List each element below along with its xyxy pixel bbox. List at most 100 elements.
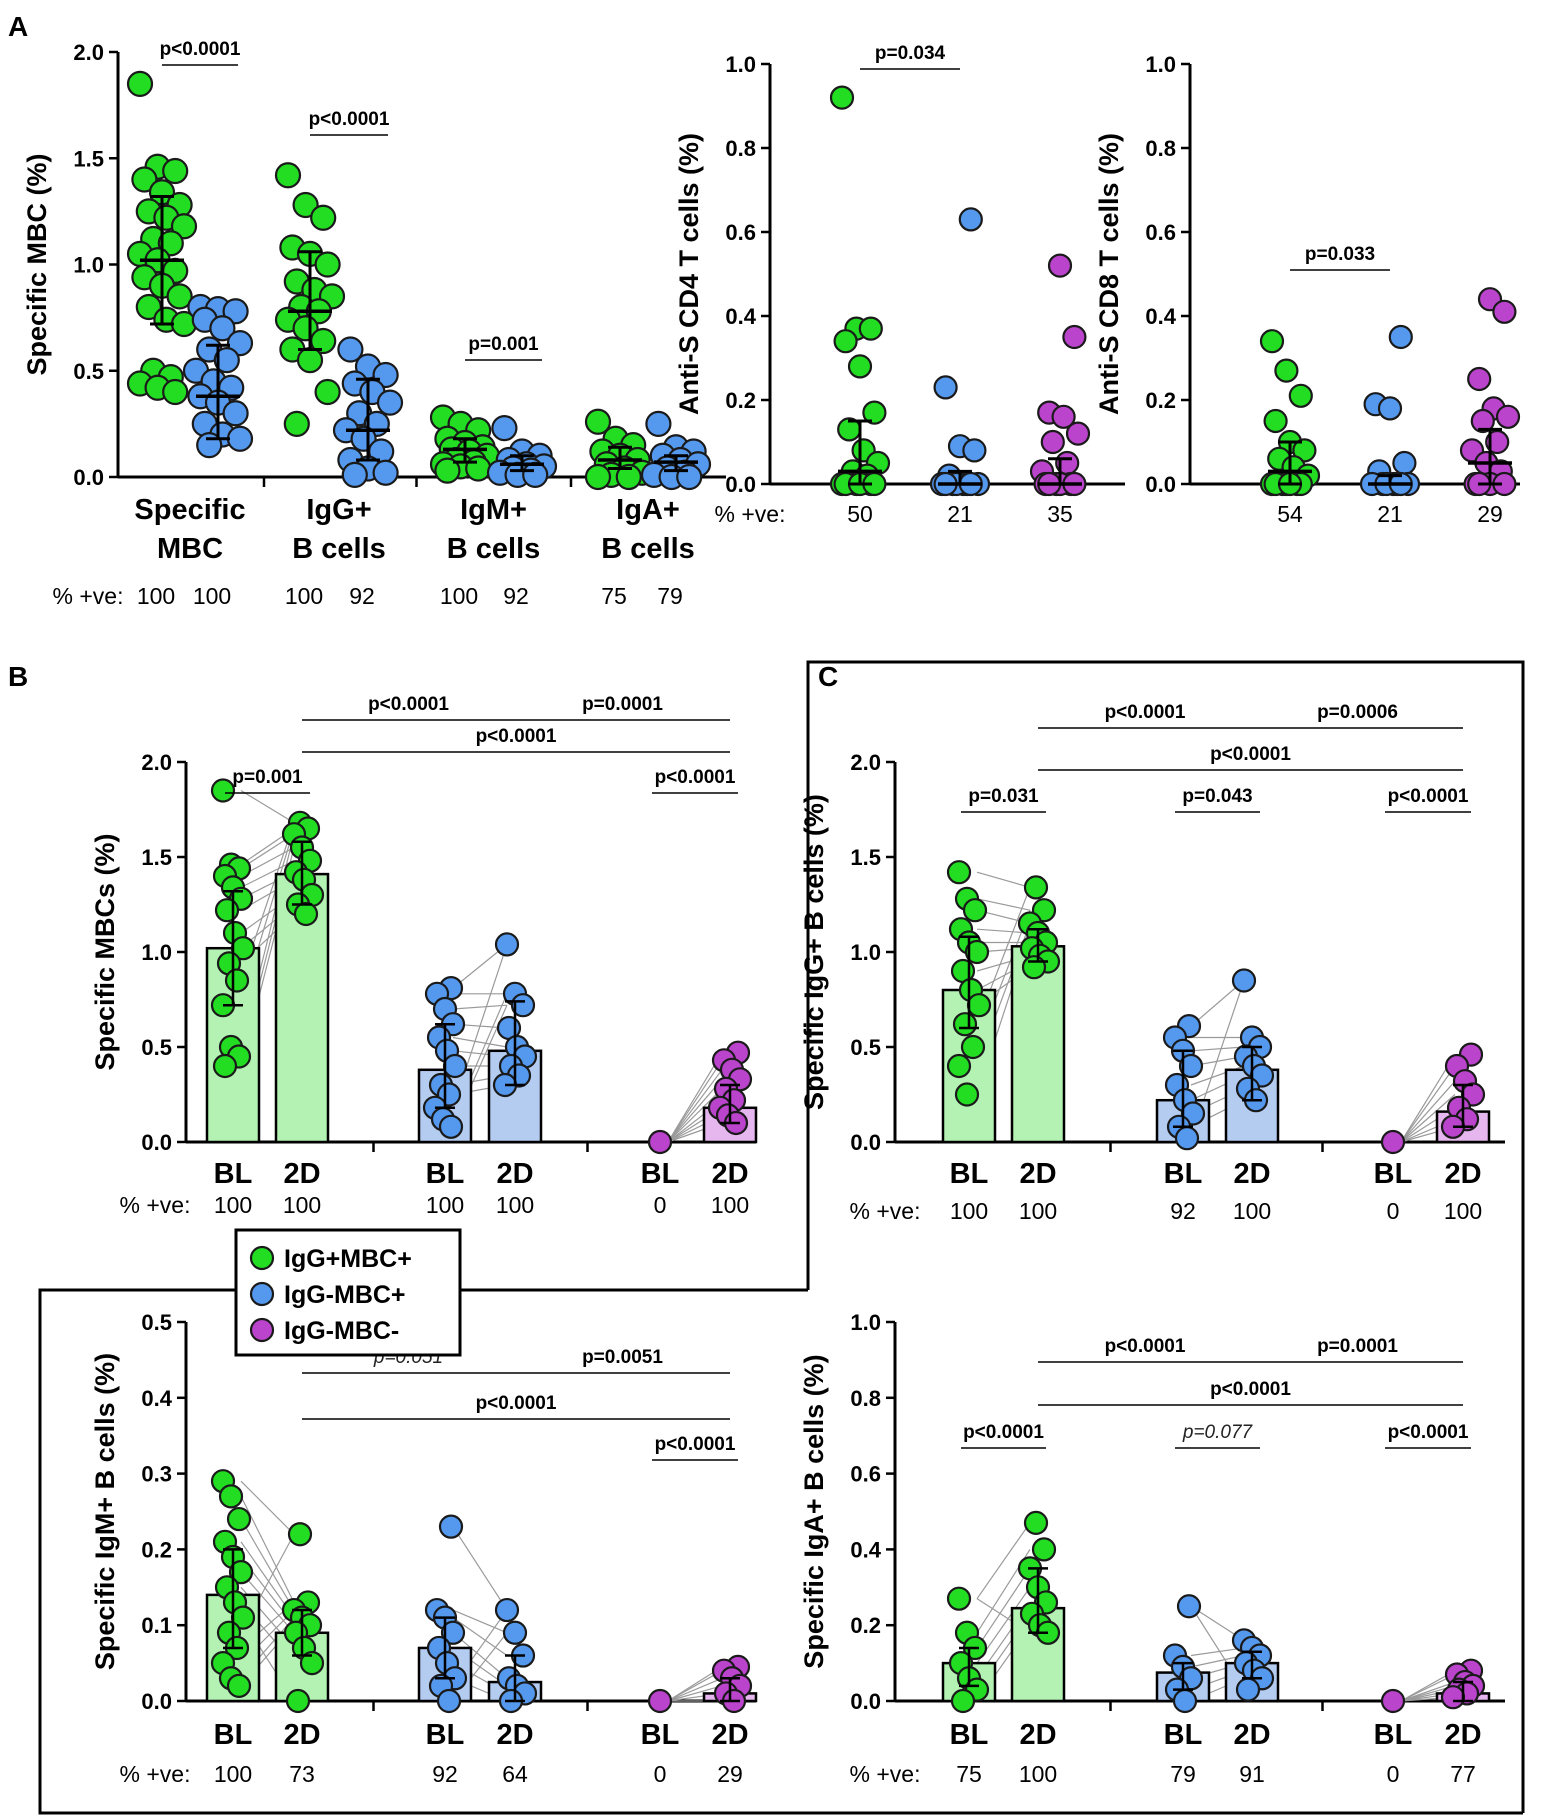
y-tick-label: 0.0 [141, 1689, 172, 1714]
pvalue-label: p=0.0001 [1317, 1336, 1398, 1357]
y-tick-label: 0.6 [725, 220, 756, 245]
data-point [645, 410, 672, 437]
data-point [862, 400, 887, 425]
data-point [209, 315, 236, 342]
percent-positive: 77 [1450, 1761, 1476, 1787]
percent-positive-label: % +ve: [850, 1198, 921, 1224]
data-point [676, 463, 703, 491]
pair-line [667, 1059, 723, 1143]
y-tick-label: 1.0 [73, 253, 104, 278]
percent-positive: 100 [1444, 1198, 1482, 1224]
percent-positive: 92 [503, 583, 529, 609]
data-point [299, 1650, 325, 1676]
percent-positive: 100 [214, 1192, 252, 1218]
data-point [283, 410, 310, 437]
pair-line [452, 1617, 508, 1657]
category-label: IgG+ [306, 494, 371, 526]
pair-line [240, 1480, 295, 1535]
pvalue-label: p=0.033 [1305, 244, 1375, 265]
data-point [213, 347, 240, 374]
data-point [1231, 968, 1257, 993]
data-point [1062, 324, 1087, 350]
data-point [314, 251, 341, 278]
data-point [292, 315, 319, 342]
pvalue-label: p<0.0001 [655, 767, 736, 788]
category-label: B cells [292, 533, 386, 565]
percent-positive: 100 [283, 1192, 321, 1218]
legend: IgG+MBC+ IgG-MBC+ IgG-MBC- [234, 1228, 462, 1357]
data-point [214, 898, 240, 923]
y-tick-label: 2.0 [850, 750, 881, 775]
y-tick-label: 0.0 [73, 465, 104, 490]
data-point [274, 162, 302, 189]
data-point [647, 1129, 673, 1155]
data-point [226, 1673, 252, 1698]
data-point [1031, 1537, 1057, 1562]
data-point [958, 207, 983, 232]
data-point [1023, 875, 1049, 900]
pair-line [1400, 1094, 1456, 1143]
y-tick-label: 0.8 [1145, 136, 1176, 161]
percent-positive-label: % +ve: [120, 1761, 191, 1787]
pvalue-label: p<0.0001 [309, 109, 390, 130]
category-label: 2D [496, 1719, 533, 1751]
pvalue-label: p=0.001 [468, 334, 539, 355]
data-point [310, 204, 337, 231]
y-tick-label: 2.0 [141, 750, 172, 775]
percent-positive: 100 [285, 583, 323, 609]
category-label: 2D [711, 1158, 748, 1190]
data-point [950, 1688, 976, 1714]
pvalue-label: p=0.0051 [582, 1347, 663, 1368]
y-tick-label: 0.6 [850, 1462, 881, 1487]
y-tick-label: 0.8 [725, 136, 756, 161]
y-tick-label: 1.0 [141, 940, 172, 965]
data-point [434, 457, 461, 484]
data-point [829, 85, 855, 110]
y-tick-label: 1.0 [725, 52, 756, 77]
data-point [946, 1053, 972, 1079]
legend-label: IgG+MBC+ [284, 1245, 412, 1273]
y-tick-label: 0.3 [141, 1462, 172, 1487]
data-point [954, 1082, 980, 1107]
y-axis-label: Specific IgM+ B cells (%) [90, 1353, 120, 1670]
percent-positive: 100 [1019, 1761, 1057, 1787]
percent-positive-label: % +ve: [715, 501, 786, 527]
category-label: 2D [1444, 1158, 1481, 1190]
y-axis-label: Specific IgG+ B cells (%) [799, 794, 829, 1110]
data-point [647, 1688, 673, 1714]
percent-positive: 29 [717, 1761, 743, 1787]
y-axis-label: Anti-S CD4 T cells (%) [674, 133, 704, 415]
y-tick-label: 0.5 [850, 1035, 881, 1060]
category-label: B cells [601, 533, 695, 565]
data-point [126, 70, 154, 97]
bar [1010, 945, 1066, 1144]
y-axis-label: Anti-S CD8 T cells (%) [1094, 133, 1124, 415]
data-point [522, 461, 549, 488]
pair-line [1190, 1654, 1245, 1668]
category-label: 2D [711, 1719, 748, 1751]
panel-C-frame [806, 660, 1525, 1813]
percent-positive: 64 [502, 1761, 528, 1787]
y-tick-label: 0.2 [141, 1537, 172, 1562]
data-point [292, 191, 319, 219]
y-tick-label: 0.2 [850, 1613, 881, 1638]
category-label: BL [214, 1158, 253, 1190]
percent-positive: 29 [1477, 501, 1503, 527]
data-point [372, 459, 399, 486]
data-point [210, 778, 236, 803]
pvalue-label: p<0.0001 [1388, 786, 1469, 807]
data-point [222, 298, 249, 325]
category-label: Specific [134, 494, 245, 526]
data-point [337, 336, 364, 363]
pvalue-label: p<0.0001 [160, 39, 241, 60]
data-point [226, 1506, 252, 1532]
data-point [966, 993, 992, 1018]
percent-positive: 79 [1170, 1761, 1196, 1787]
pair-line [240, 789, 295, 824]
y-tick-label: 0.4 [141, 1386, 172, 1411]
pvalue-label: p=0.034 [875, 43, 946, 64]
data-point [1392, 450, 1417, 476]
category-label: MBC [157, 533, 223, 565]
data-point [350, 425, 377, 452]
